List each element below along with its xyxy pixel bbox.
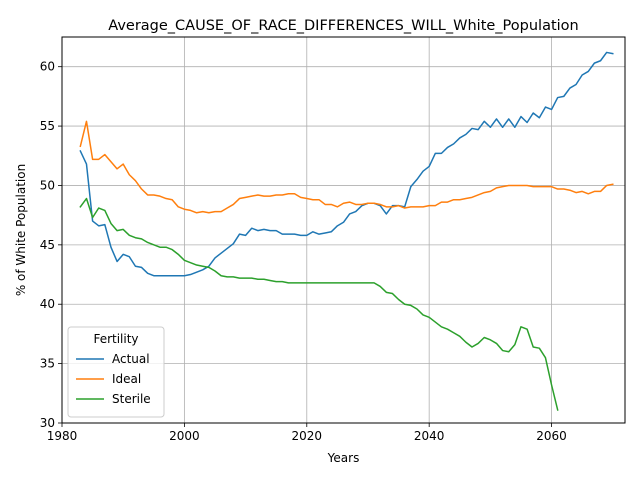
legend-label-sterile: Sterile xyxy=(112,392,151,406)
legend-items: Actual Ideal Sterile xyxy=(76,352,151,406)
y-tick-label: 50 xyxy=(40,178,55,192)
series-line-sterile xyxy=(79,197,559,411)
chart-title: Average_CAUSE_OF_RACE_DIFFERENCES_WILL_W… xyxy=(108,18,578,34)
legend-label-actual: Actual xyxy=(112,352,150,366)
x-axis-label: Years xyxy=(327,451,360,465)
x-tick-label: 2040 xyxy=(414,429,445,443)
y-axis-label: % of White Population xyxy=(14,164,28,296)
legend: Fertility Actual Ideal Sterile xyxy=(67,326,165,418)
y-tick-label: 35 xyxy=(40,357,55,371)
y-tick-label: 45 xyxy=(40,238,55,252)
y-tick-label: 40 xyxy=(40,297,55,311)
y-axis: 30 35 40 45 50 55 60 xyxy=(40,60,62,430)
series-line-actual xyxy=(79,51,614,277)
y-tick-label: 60 xyxy=(40,60,55,74)
legend-box xyxy=(67,326,165,418)
legend-label-ideal: Ideal xyxy=(112,372,141,386)
x-tick-label: 2020 xyxy=(292,429,323,443)
y-tick-label: 55 xyxy=(40,119,55,133)
y-tick-label: 30 xyxy=(40,416,55,430)
x-tick-label: 1980 xyxy=(47,429,78,443)
plot-frame xyxy=(61,36,626,424)
x-tick-label: 2060 xyxy=(536,429,567,443)
series-line-ideal xyxy=(79,120,614,214)
x-axis: 1980 2000 2020 2040 2060 xyxy=(47,423,567,443)
legend-title: Fertility xyxy=(93,332,138,346)
series-lines xyxy=(79,51,614,411)
x-tick-label: 2000 xyxy=(169,429,200,443)
